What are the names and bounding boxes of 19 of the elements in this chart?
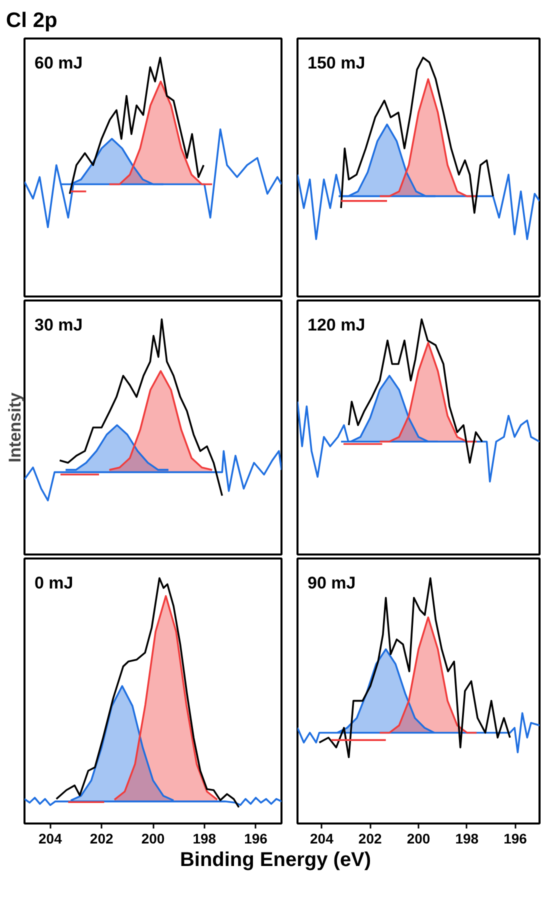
x-tick-label: 200 xyxy=(406,830,430,846)
x-axis-title: Binding Energy (eV) xyxy=(180,848,372,873)
x-tick-label: 204 xyxy=(38,830,62,846)
x-tick-label: 202 xyxy=(90,830,114,846)
x-tick-label: 198 xyxy=(192,830,216,846)
x-tick-label: 202 xyxy=(358,830,382,846)
x-tick-label: 196 xyxy=(244,830,268,846)
y-axis-title: Intensity xyxy=(6,392,24,462)
x-tick-label: 204 xyxy=(310,830,334,846)
annotation: 30 mJ xyxy=(34,316,83,334)
x-tick-label: 196 xyxy=(504,830,528,846)
x-tick-label: 198 xyxy=(455,830,479,846)
annotation: 0 mJ xyxy=(34,574,74,592)
annotation: 120 mJ xyxy=(308,316,366,334)
annotation: 150 mJ xyxy=(308,54,366,72)
annotation: 60 mJ xyxy=(34,54,83,72)
x-tick-label: 200 xyxy=(141,830,165,846)
chart-title: Cl 2p xyxy=(6,8,58,34)
annotation: 90 mJ xyxy=(308,574,356,592)
